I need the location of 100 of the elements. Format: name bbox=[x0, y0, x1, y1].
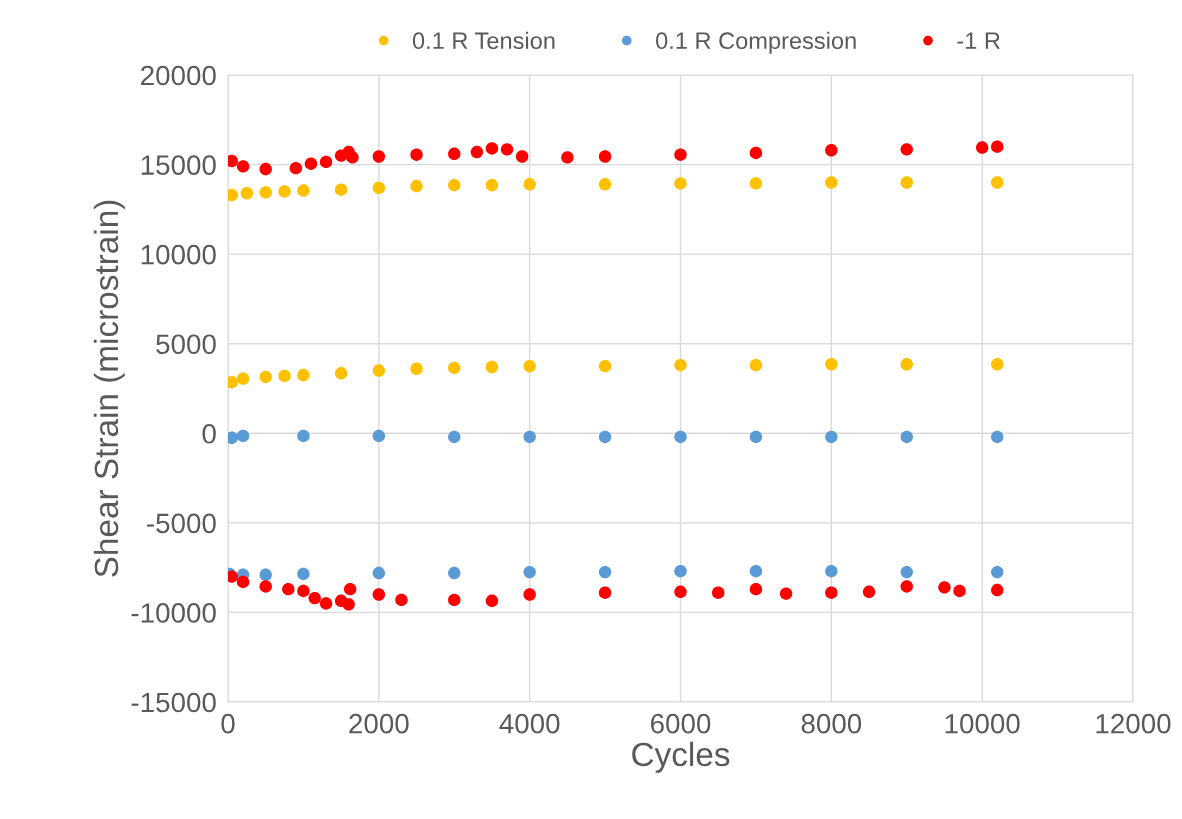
point bbox=[236, 372, 250, 385]
point bbox=[674, 430, 687, 444]
point bbox=[282, 582, 295, 596]
point bbox=[410, 362, 423, 376]
point bbox=[297, 368, 310, 382]
point bbox=[240, 187, 254, 200]
point bbox=[372, 364, 386, 377]
x-axis-title: Cycles bbox=[632, 741, 730, 773]
x-tick-label: 2000 bbox=[349, 713, 409, 734]
y-tick-label: 10000 bbox=[141, 244, 216, 265]
point bbox=[598, 178, 612, 191]
point bbox=[900, 430, 913, 444]
point bbox=[779, 587, 793, 600]
point bbox=[674, 177, 687, 190]
point bbox=[297, 429, 310, 443]
point bbox=[991, 430, 1004, 444]
x-tick-label: 12000 bbox=[1096, 713, 1171, 734]
y-tick-label: 0 bbox=[202, 423, 216, 444]
point bbox=[448, 593, 461, 607]
point bbox=[598, 586, 612, 599]
point bbox=[523, 359, 536, 373]
point bbox=[448, 361, 461, 375]
point bbox=[342, 598, 355, 611]
point bbox=[749, 582, 763, 596]
point bbox=[297, 567, 310, 581]
point bbox=[343, 582, 357, 596]
point bbox=[561, 151, 574, 164]
point bbox=[410, 179, 423, 193]
point bbox=[259, 186, 272, 199]
point bbox=[448, 178, 461, 192]
point bbox=[749, 146, 763, 160]
point bbox=[598, 565, 612, 579]
point bbox=[825, 565, 838, 578]
point bbox=[523, 430, 536, 444]
y-tick-label: -15000 bbox=[131, 692, 216, 713]
point bbox=[991, 358, 1004, 371]
point bbox=[485, 178, 499, 192]
point bbox=[410, 148, 423, 161]
point bbox=[470, 145, 484, 159]
point bbox=[485, 594, 499, 607]
point bbox=[395, 593, 408, 607]
point bbox=[938, 581, 951, 594]
x-tick-label: 8000 bbox=[801, 713, 862, 734]
y-tick-label: 5000 bbox=[156, 334, 216, 355]
point bbox=[825, 430, 838, 444]
point bbox=[319, 597, 333, 610]
point bbox=[749, 430, 763, 444]
legend-label: 0.1 R Tension bbox=[412, 31, 555, 50]
point bbox=[334, 367, 348, 380]
legend-label: 0.1 R Compression bbox=[656, 31, 856, 54]
point bbox=[991, 140, 1004, 153]
point bbox=[900, 358, 913, 371]
point bbox=[372, 150, 386, 163]
point bbox=[991, 583, 1004, 597]
point bbox=[825, 176, 838, 189]
point bbox=[900, 143, 913, 156]
point bbox=[523, 178, 536, 191]
point bbox=[278, 369, 291, 383]
point bbox=[991, 176, 1004, 189]
point bbox=[900, 176, 913, 189]
point bbox=[598, 359, 612, 373]
y-tick-label: 15000 bbox=[141, 155, 216, 175]
y-tick-label: -5000 bbox=[147, 513, 216, 534]
point bbox=[674, 148, 687, 161]
point bbox=[749, 565, 763, 578]
point bbox=[825, 144, 838, 157]
point bbox=[523, 588, 536, 601]
point bbox=[236, 575, 250, 589]
point bbox=[900, 580, 913, 593]
point bbox=[674, 359, 687, 372]
point bbox=[975, 141, 989, 154]
y-tick-label: -10000 bbox=[131, 603, 216, 623]
point bbox=[236, 429, 250, 443]
point bbox=[289, 161, 303, 175]
point bbox=[448, 147, 461, 161]
point bbox=[297, 184, 310, 197]
point bbox=[674, 585, 687, 599]
point bbox=[372, 588, 386, 601]
point bbox=[674, 565, 687, 578]
point bbox=[598, 430, 612, 444]
point bbox=[319, 155, 333, 169]
point bbox=[500, 143, 514, 156]
y-tick-label: 20000 bbox=[141, 65, 216, 86]
point bbox=[259, 370, 272, 384]
y-axis-title: Shear Strain (microstrain) bbox=[93, 200, 125, 577]
point bbox=[259, 568, 272, 582]
point bbox=[278, 185, 291, 198]
point bbox=[825, 358, 838, 371]
point bbox=[304, 157, 318, 170]
point bbox=[523, 565, 536, 579]
point bbox=[448, 566, 461, 580]
point bbox=[712, 586, 725, 599]
x-tick-label: 0 bbox=[221, 713, 235, 734]
x-tick-label: 6000 bbox=[651, 713, 711, 734]
point bbox=[297, 584, 310, 598]
point bbox=[346, 151, 359, 164]
x-tick-label: 10000 bbox=[945, 713, 1020, 734]
point bbox=[259, 162, 272, 176]
x-tick-label: 4000 bbox=[499, 713, 560, 734]
legend-label: -1 R bbox=[957, 32, 1000, 49]
